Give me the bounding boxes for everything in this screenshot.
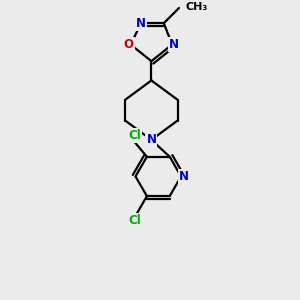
Text: Cl: Cl (128, 129, 141, 142)
Text: N: N (146, 133, 156, 146)
Text: O: O (124, 38, 134, 51)
Text: CH₃: CH₃ (186, 2, 208, 12)
Text: N: N (179, 170, 189, 183)
Text: N: N (136, 17, 146, 30)
Text: N: N (169, 38, 178, 51)
Text: Cl: Cl (129, 214, 142, 227)
